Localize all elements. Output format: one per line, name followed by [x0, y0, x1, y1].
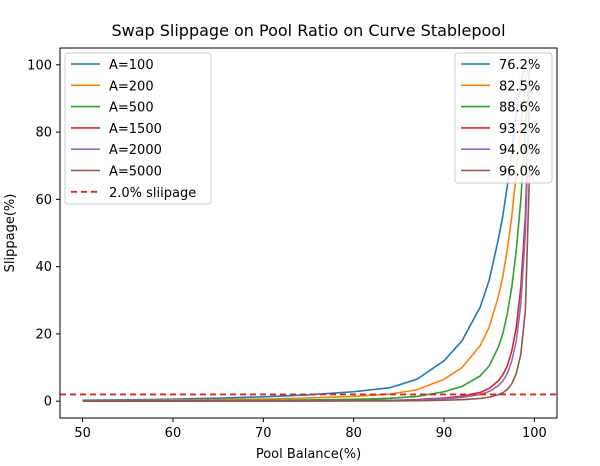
x-tick-label: 50	[74, 426, 91, 441]
y-tick-label: 0	[44, 395, 52, 410]
legend-left-label: A=1500	[109, 122, 162, 137]
legend-left-label: 2.0% sliipage	[109, 186, 196, 201]
legend-left-label: A=2000	[109, 143, 162, 158]
y-tick-label: 100	[27, 58, 52, 73]
legend-right-label: 82.5%	[499, 79, 540, 94]
legend-left-label: A=500	[109, 101, 154, 116]
y-tick-label: 80	[35, 126, 52, 141]
legend-left: A=100 A=200 A=500 A=1500 A=2000 A=5000 2.0% sl…	[64, 52, 212, 205]
x-axis-ticks: 50 60 70 80 90 100	[74, 418, 547, 441]
x-tick-label: 100	[522, 426, 547, 441]
x-tick-label: 60	[165, 426, 182, 441]
legend-right-label: 93.2%	[499, 122, 540, 137]
y-tick-label: 60	[35, 193, 52, 208]
x-tick-label: 80	[345, 426, 362, 441]
y-axis-label: Slippage(%)	[3, 194, 18, 273]
x-tick-label: 70	[255, 426, 272, 441]
plot-frame	[59, 47, 558, 419]
legend-left-label: A=5000	[109, 165, 162, 180]
legend-right-label: 88.6%	[499, 101, 540, 116]
legend-left-label: A=200	[109, 79, 154, 94]
x-axis-label: Pool Balance(%)	[256, 447, 361, 462]
legend-left-box	[64, 52, 212, 205]
legend-right: 76.2% 82.5% 88.6% 93.2% 94.0% 96.0%	[454, 52, 553, 184]
chart-title: Swap Slippage on Pool Ratio on Curve Sta…	[111, 21, 505, 40]
legend-right-label: 94.0%	[499, 143, 540, 158]
series-line-6	[82, 158, 531, 402]
y-axis-ticks: 0 20 40 60 80 100	[27, 58, 60, 410]
y-tick-label: 40	[35, 260, 52, 275]
x-tick-label: 90	[436, 426, 453, 441]
series-line-2	[82, 64, 531, 402]
legend-left-label: A=100	[109, 58, 154, 73]
legend-right-label: 96.0%	[499, 165, 540, 180]
y-tick-label: 20	[35, 327, 52, 342]
legend-right-label: 76.2%	[499, 58, 540, 73]
